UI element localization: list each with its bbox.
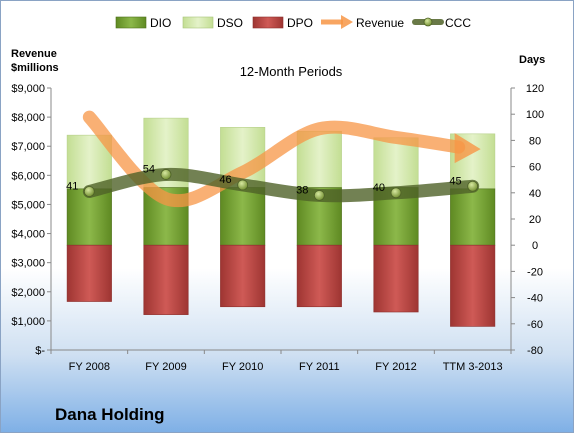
left-tick-label: $- — [35, 345, 45, 357]
ccc-layer: 41 54 46 38 40 45 — [66, 163, 480, 203]
left-axis-label-line1: Revenue — [11, 48, 57, 60]
bar-dpo — [296, 244, 342, 308]
left-tick-label: $6,000 — [11, 170, 45, 182]
legend: DIO DSO DPO Revenue CCC — [115, 15, 471, 30]
company-name: Dana Holding — [55, 405, 165, 424]
legend-label-dpo: DPO — [287, 16, 313, 30]
right-tick-label: 20 — [529, 214, 541, 226]
left-tick-label: $1,000 — [11, 316, 45, 328]
legend-label-revenue: Revenue — [356, 16, 404, 30]
right-tick-label: 80 — [529, 135, 541, 147]
ccc-point — [313, 190, 325, 201]
right-tick-label: 120 — [526, 83, 544, 95]
ccc-point — [237, 179, 249, 191]
x-axis-ticks: FY 2008 FY 2009 FY 2010 FY 2011 FY 2012 TTM 3… — [50, 350, 512, 373]
legend-label-dio: DIO — [150, 16, 171, 30]
bar-dio — [66, 188, 112, 246]
ccc-data-label: 54 — [143, 163, 155, 175]
legend-swatch-revenue — [321, 15, 353, 29]
revenue-arrowhead — [454, 133, 481, 164]
bar-dio — [220, 187, 266, 246]
right-axis-ticks: -80 -60 -40 -20 0 20 40 60 80 100 120 — [511, 83, 544, 357]
ccc-data-label: 46 — [219, 174, 231, 186]
bar-dpo — [450, 244, 496, 327]
right-tick-label: -80 — [527, 345, 543, 357]
right-tick-label: 60 — [529, 162, 541, 174]
bar-dpo — [373, 244, 419, 313]
bar-dpo — [220, 244, 266, 308]
right-tick-label: -60 — [527, 319, 543, 331]
left-tick-label: $2,000 — [11, 287, 45, 299]
x-tick-label: FY 2011 — [299, 361, 340, 373]
left-tick-label: $8,000 — [11, 112, 45, 124]
x-tick-label: FY 2010 — [222, 361, 263, 373]
ccc-data-label: 38 — [296, 184, 308, 196]
left-tick-label: $9,000 — [11, 83, 45, 95]
bar-dpo — [66, 244, 112, 302]
ccc-point — [390, 187, 402, 199]
legend-swatch-dso — [182, 16, 214, 29]
left-tick-label: $3,000 — [11, 258, 45, 270]
legend-swatch-dio — [115, 16, 147, 29]
ccc-point — [160, 169, 172, 180]
ccc-data-label: 45 — [449, 175, 461, 187]
left-axis-ticks: $- $1,000 $2,000 $3,000 $4,000 $5,000 $6,000 $7… — [11, 83, 51, 357]
ccc-line — [82, 167, 480, 203]
ccc-data-label: 41 — [66, 180, 78, 192]
chart-title: 12-Month Periods — [240, 64, 343, 79]
x-tick-label: FY 2009 — [145, 361, 186, 373]
ccc-point — [83, 186, 95, 197]
legend-swatch-ccc — [412, 17, 444, 27]
right-axis-label: Days — [519, 54, 545, 66]
legend-label-ccc: CCC — [445, 16, 471, 30]
right-tick-label: -40 — [527, 293, 543, 305]
left-tick-label: $5,000 — [11, 199, 45, 211]
left-tick-label: $4,000 — [11, 229, 45, 241]
right-tick-label: 40 — [529, 188, 541, 200]
x-tick-label: FY 2012 — [375, 361, 416, 373]
bar-dio — [450, 188, 496, 246]
revenue-line — [82, 110, 466, 208]
x-tick-label: FY 2008 — [69, 361, 110, 373]
legend-label-dso: DSO — [217, 16, 243, 30]
left-tick-label: $7,000 — [11, 141, 45, 153]
ccc-data-label: 40 — [373, 182, 385, 194]
legend-swatch-dpo — [252, 16, 284, 29]
right-tick-label: 100 — [526, 109, 544, 121]
x-tick-label: TTM 3-2013 — [443, 361, 503, 373]
ccc-point — [467, 180, 479, 192]
revenue-layer — [82, 110, 481, 208]
right-tick-label: 0 — [532, 240, 538, 252]
left-axis-label-line2: $millions — [11, 62, 59, 74]
bar-dpo — [143, 244, 189, 315]
right-tick-label: -20 — [527, 266, 543, 278]
